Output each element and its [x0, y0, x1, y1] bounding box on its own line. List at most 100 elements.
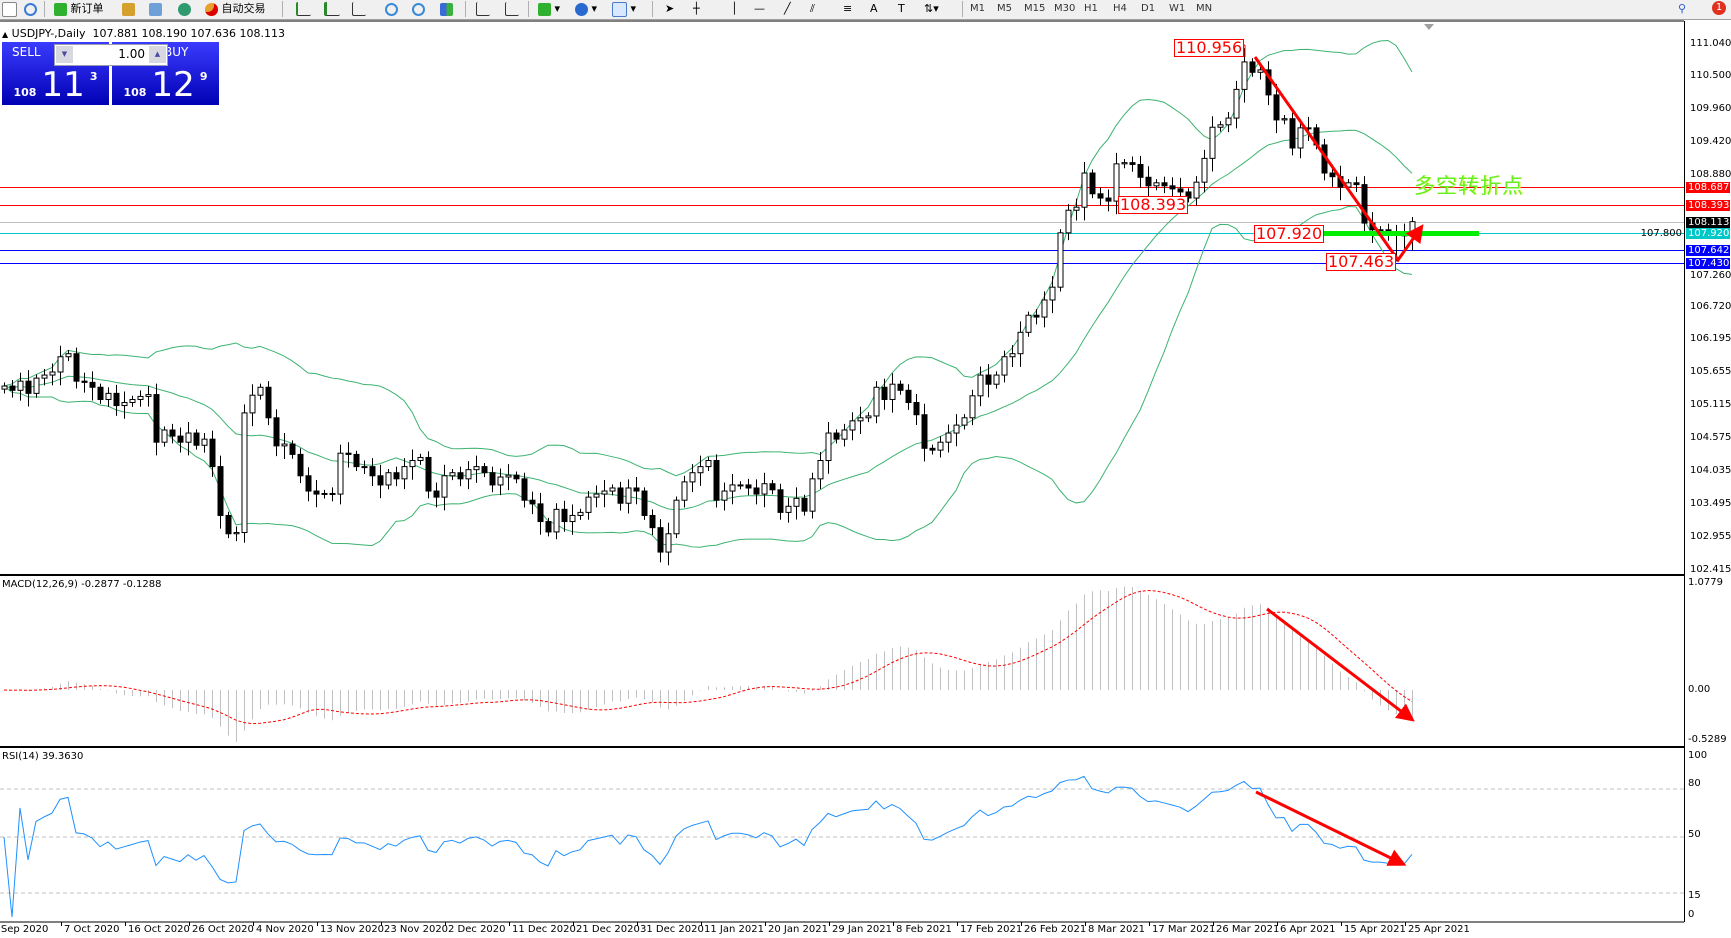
candle-body-bear	[529, 499, 536, 505]
candle-body-bull	[569, 514, 576, 523]
crosshair-tool[interactable]: ┼	[693, 2, 700, 15]
candle	[73, 347, 80, 389]
lot-size-stepper[interactable]: ▼ 1.00 ▲	[54, 44, 168, 66]
candle	[17, 372, 24, 401]
new-order-button[interactable]: 新订单	[54, 1, 104, 17]
vertical-line-tool[interactable]: │	[731, 2, 738, 15]
navigator-button[interactable]	[149, 1, 162, 17]
zoom-out-button[interactable]	[412, 1, 425, 17]
date-tick	[829, 922, 830, 926]
equidistant-channel-tool[interactable]: ⫽	[810, 2, 815, 15]
search-icon[interactable]: ⚲	[1678, 2, 1687, 15]
zoom-in-button[interactable]	[385, 1, 398, 17]
text-tool[interactable]: A	[870, 2, 878, 15]
low-price-label[interactable]: 107.463	[1326, 252, 1397, 271]
autoscroll-button[interactable]	[505, 1, 519, 17]
candle-body-bear	[113, 392, 120, 407]
candle	[633, 476, 640, 505]
candle	[89, 371, 96, 401]
cursor-tool[interactable]: ➤	[665, 2, 675, 15]
candle	[1105, 189, 1112, 212]
trendline-tool[interactable]: ╱	[784, 2, 791, 15]
lot-increase-button[interactable]: ▲	[149, 46, 166, 63]
candle	[785, 497, 792, 523]
candle-body-bull	[65, 353, 72, 358]
candle-body-bear	[393, 472, 400, 480]
candle-body-bear	[521, 478, 528, 501]
candle-body-bear	[513, 474, 520, 480]
candle	[441, 464, 448, 511]
candlestick-button[interactable]	[324, 1, 340, 17]
candle-body-bull	[361, 466, 368, 469]
candle	[1145, 166, 1152, 200]
timeframe-h4[interactable]: H4	[1113, 3, 1127, 14]
candle	[217, 455, 224, 529]
timeframe-m5[interactable]: M5	[997, 3, 1012, 14]
signals-button[interactable]	[178, 1, 191, 17]
notification-badge[interactable]: 1	[1712, 1, 1726, 15]
price-axis-label: 109.960	[1690, 103, 1731, 115]
reversal-point-note[interactable]: 多空转折点	[1414, 174, 1524, 198]
auto-trading-button[interactable]: 自动交易	[205, 1, 266, 17]
candle	[425, 451, 432, 499]
candle-body-bull	[873, 386, 880, 417]
candle-body-bull	[1, 385, 8, 390]
pivot-price-label[interactable]: 107.920	[1254, 224, 1325, 243]
chart-shift-marker-icon[interactable]	[1424, 24, 1434, 30]
collapse-triangle-icon[interactable]: ▲	[2, 30, 9, 39]
zoom-tool-button[interactable]	[24, 1, 37, 17]
date-label: 20 Jan 2021	[768, 924, 828, 935]
drawings	[1236, 44, 1479, 866]
one-click-trading-panel: SELL 108 11 3 BUY 108 12 9 ▼ 1.00 ▲	[2, 42, 219, 105]
price-trend-arrow[interactable]	[1253, 56, 1424, 263]
lot-size-input[interactable]: 1.00	[118, 47, 145, 61]
support-price-label[interactable]: 108.393	[1118, 195, 1189, 214]
candle	[1249, 58, 1256, 77]
timeframe-m15[interactable]: M15	[1024, 3, 1046, 14]
candle-body-bear	[897, 383, 904, 391]
sell-button[interactable]: SELL 108 11 3	[2, 42, 109, 105]
text-label-tool[interactable]: T	[898, 2, 905, 15]
candle-body-bear	[769, 483, 776, 491]
timeframe-w1[interactable]: W1	[1169, 3, 1186, 14]
line-chart-button[interactable]	[352, 1, 366, 17]
new-chart-button[interactable]	[2, 1, 17, 17]
indicators-button[interactable]: ▾	[538, 1, 560, 17]
timeframe-h1[interactable]: H1	[1084, 3, 1098, 14]
arrows-tool[interactable]: ⇅▾	[924, 2, 939, 15]
candle	[457, 466, 464, 487]
bar-chart-button[interactable]	[296, 1, 311, 17]
candle-body-bear	[1137, 163, 1144, 178]
bollinger-bands	[3, 39, 1413, 548]
candle	[417, 453, 424, 465]
macd-trend-arrow[interactable]	[1266, 607, 1415, 722]
candle-body-bear	[633, 487, 640, 492]
candle	[713, 454, 720, 508]
candle	[345, 442, 352, 468]
high-price-label[interactable]: 110.956	[1174, 38, 1245, 57]
candle-body-bull	[57, 356, 64, 373]
horizontal-line-tool[interactable]: —	[754, 2, 765, 15]
candle-body-bear	[97, 386, 104, 400]
lot-decrease-button[interactable]: ▼	[56, 46, 73, 63]
date-label: 28 Sep 2020	[0, 924, 49, 935]
templates-button[interactable]: ▾	[612, 1, 636, 17]
fibonacci-tool[interactable]: ≡	[843, 2, 853, 15]
chart-shift-button[interactable]	[476, 1, 490, 17]
zoom-out-icon	[412, 2, 425, 16]
candle	[529, 491, 536, 515]
candle-body-bear	[537, 503, 544, 523]
candle	[945, 424, 952, 453]
timeframe-m30[interactable]: M30	[1054, 3, 1076, 14]
market-watch-button[interactable]	[122, 1, 135, 17]
date-label: 2 Dec 2020	[448, 924, 506, 935]
periods-button[interactable]: ▾	[575, 1, 597, 17]
tile-windows-button[interactable]	[440, 1, 453, 17]
timeframe-d1[interactable]: D1	[1141, 3, 1156, 14]
date-tick	[509, 922, 510, 926]
timeframe-m1[interactable]: M1	[970, 3, 985, 14]
timeframe-mn[interactable]: MN	[1196, 3, 1213, 14]
pivot-green-bar[interactable]	[1322, 231, 1479, 236]
rsi-trend-arrow[interactable]	[1255, 790, 1407, 866]
